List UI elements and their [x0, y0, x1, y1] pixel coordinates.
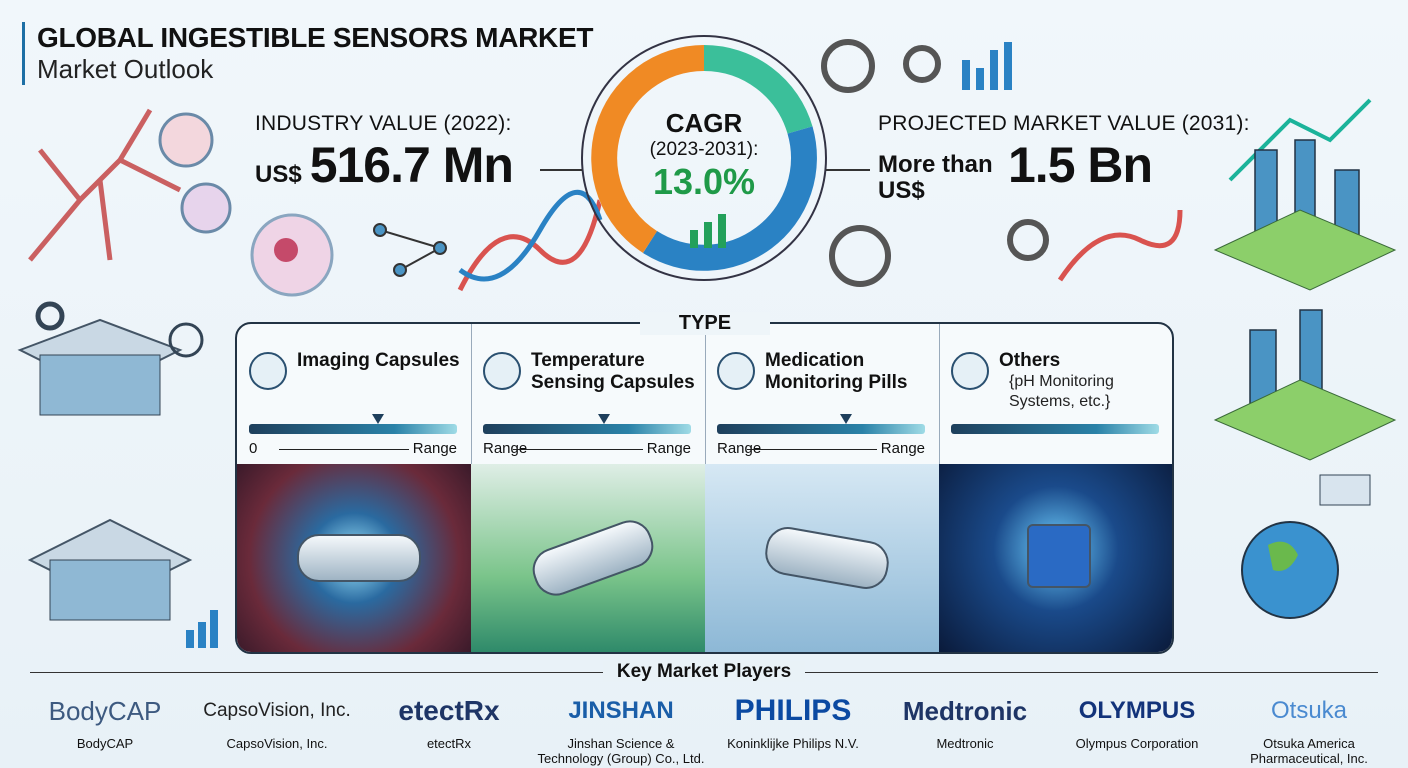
- type-panel: Imaging Capsules 0 Range Temperature Sensin…: [235, 322, 1174, 654]
- type-card: Imaging Capsules 0 Range: [237, 324, 472, 652]
- type-icon: [951, 352, 989, 390]
- player: BodyCAP BodyCAP: [20, 690, 190, 751]
- cagr-label: CAGR: [665, 108, 743, 138]
- cagr-period: (2023-2031):: [649, 139, 759, 160]
- currency: US$: [255, 161, 302, 188]
- player-logo: etectRx: [398, 695, 500, 726]
- type-card: Medication Monitoring Pills Range Range: [705, 324, 940, 652]
- projected-value: PROJECTED MARKET VALUE (2031): More than…: [878, 112, 1268, 204]
- player: JINSHAN Jinshan Science & Technology (Gro…: [536, 690, 706, 766]
- type-name: Medication Monitoring Pills: [765, 350, 908, 393]
- range-start: Range: [483, 440, 528, 457]
- type-image: [237, 464, 471, 652]
- range-arrow: [513, 449, 643, 450]
- subtitle: Market Outlook: [37, 54, 214, 84]
- type-card: Temperature Sensing Capsules Range Range: [471, 324, 706, 652]
- player-name: Olympus Corporation: [1075, 736, 1199, 751]
- range-end: Range: [646, 440, 691, 457]
- range-marker: [597, 414, 610, 424]
- range-marker: [371, 414, 384, 424]
- player: OLYMPUS Olympus Corporation: [1052, 690, 1222, 751]
- projected-amount: 1.5 Bn: [1008, 137, 1153, 193]
- player: Otsuka Otsuka America Pharmaceutical, Inc…: [1224, 690, 1394, 766]
- player: CapsoVision, Inc. CapsoVision, Inc.: [192, 690, 362, 751]
- cagr-value: 13.0%: [652, 161, 756, 202]
- cagr: CAGR (2023-2031): 13.0%: [610, 108, 798, 203]
- player-logo: OLYMPUS: [1078, 697, 1196, 724]
- projected-label: PROJECTED MARKET VALUE (2031):: [878, 112, 1250, 135]
- range-marker: [839, 414, 852, 424]
- type-name: Temperature Sensing Capsules: [531, 350, 695, 393]
- title: GLOBAL INGESTIBLE SENSORS MARKET: [37, 22, 594, 53]
- projected-currency: US$: [878, 176, 925, 204]
- player-name: Koninklijke Philips N.V.: [727, 736, 859, 751]
- players-title-text: Key Market Players: [602, 661, 806, 682]
- range-start: 0: [249, 440, 258, 457]
- range-end: Range: [880, 440, 925, 457]
- type-icon: [483, 352, 521, 390]
- player-logo: Medtronic: [902, 696, 1028, 726]
- capsule: [761, 523, 893, 593]
- players-title: Key Market Players: [0, 661, 1408, 683]
- capsule: [1027, 524, 1091, 588]
- range-bar: [717, 424, 925, 434]
- range-end: Range: [412, 440, 457, 457]
- player-name: Medtronic: [936, 736, 994, 751]
- range-bar: [483, 424, 691, 434]
- player-name: CapsoVision, Inc.: [226, 736, 328, 751]
- type-icon: [249, 352, 287, 390]
- player-name: Jinshan Science & Technology (Group) Co.…: [537, 736, 705, 766]
- type-title: TYPE: [640, 312, 770, 335]
- type-card: Others {pH Monitoring Systems, etc.}: [939, 324, 1172, 652]
- range-arrow: [747, 449, 877, 450]
- player-logo: Otsuka: [1270, 697, 1348, 724]
- player-name: BodyCAP: [76, 736, 134, 751]
- player-logo: CapsoVision, Inc.: [203, 700, 351, 721]
- player-name: etectRx: [426, 736, 472, 751]
- player-logo: BodyCAP: [48, 696, 162, 726]
- range-bar: [249, 424, 457, 434]
- player: etectRx etectRx: [364, 690, 534, 751]
- type-icon: [717, 352, 755, 390]
- industry-value: INDUSTRY VALUE (2022): US$ 516.7 Mn: [255, 112, 545, 194]
- player-logo: JINSHAN: [568, 697, 674, 724]
- range-bar: [951, 424, 1159, 434]
- header: GLOBAL INGESTIBLE SENSORS MARKET Market …: [22, 22, 593, 85]
- type-image: [939, 464, 1172, 652]
- player: PHILIPS Koninklijke Philips N.V.: [708, 690, 878, 751]
- industry-value-amount: 516.7 Mn: [309, 137, 514, 193]
- range-start: Range: [717, 440, 762, 457]
- type-note: {pH Monitoring Systems, etc.}: [1009, 373, 1114, 410]
- industry-value-label: INDUSTRY VALUE (2022):: [255, 112, 512, 135]
- projected-prefix: More than: [878, 150, 993, 178]
- player-logo: PHILIPS: [734, 694, 852, 727]
- player-name: Otsuka America Pharmaceutical, Inc.: [1250, 736, 1368, 766]
- range-arrow: [279, 449, 409, 450]
- type-name: Others: [999, 350, 1061, 371]
- capsule: [526, 514, 660, 602]
- type-image: [705, 464, 939, 652]
- type-image: [471, 464, 705, 652]
- type-name: Imaging Capsules: [297, 350, 460, 371]
- player: Medtronic Medtronic: [880, 690, 1050, 751]
- capsule: [297, 534, 421, 582]
